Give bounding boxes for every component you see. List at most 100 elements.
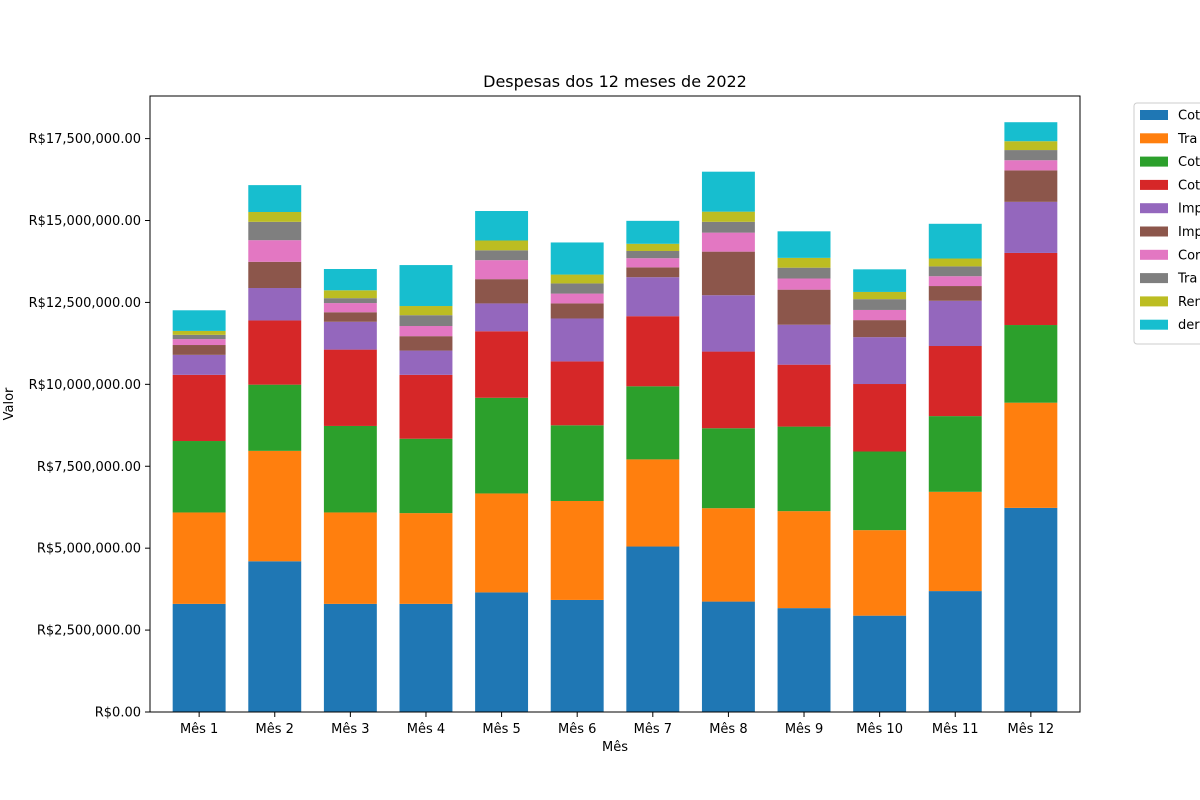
legend-swatch [1140, 319, 1168, 330]
bar-segment [172, 310, 226, 331]
bar-segment [928, 266, 982, 277]
bar-segment [626, 386, 680, 460]
bar-segment [626, 243, 680, 251]
bar-segment [172, 512, 226, 604]
bar-segment [323, 603, 377, 712]
bar-segment [626, 250, 680, 259]
legend-label: Imp [1178, 202, 1200, 217]
bar-segment [1004, 170, 1058, 202]
x-axis: Mês 1 Mês 2 Mês 3 Mês 4 Mês 5 Mês 6 Mês 7 Mês 8… [180, 712, 1054, 737]
bar-segment [475, 303, 529, 332]
bar-segment [701, 171, 755, 212]
bar-segment [853, 291, 907, 300]
bar-segment [475, 493, 529, 593]
legend-label: Cot [1178, 178, 1200, 193]
legend-label: Imp [1178, 225, 1200, 240]
bar-segment [399, 374, 453, 439]
bar-segment [475, 279, 529, 304]
bar-segment [626, 258, 680, 268]
bar-segment [701, 251, 755, 296]
legend-label: Tra [1177, 132, 1197, 147]
x-tick-label: Mês 8 [709, 722, 747, 737]
x-tick-label: Mês 2 [256, 722, 294, 737]
bars-layer [172, 122, 1058, 712]
y-axis-label: Valor [2, 387, 17, 420]
y-tick-label: R$12,500,000.00 [29, 296, 141, 311]
bar-segment [853, 269, 907, 292]
bar-segment [475, 250, 529, 261]
bar-segment [323, 425, 377, 513]
bar-segment [777, 608, 831, 712]
x-tick-label: Mês 7 [634, 722, 672, 737]
legend-swatch [1140, 296, 1168, 307]
bar-segment [323, 290, 377, 299]
legend-swatch [1140, 133, 1168, 144]
bar-segment [323, 349, 377, 426]
y-tick-label: R$17,500,000.00 [29, 132, 141, 147]
y-tick-label: R$2,500,000.00 [37, 624, 141, 639]
y-tick-label: R$10,000,000.00 [29, 378, 141, 393]
bar-segment [853, 451, 907, 531]
legend-swatch [1140, 179, 1168, 190]
bar-segment [853, 309, 907, 321]
bar-segment [475, 331, 529, 398]
bar-segment [248, 288, 302, 321]
bar-segment [701, 221, 755, 233]
bar-segment [248, 221, 302, 241]
bar-segment [399, 438, 453, 514]
legend: Cot Tra Cot Cot Imp Imp Cor Tra Ren der [1133, 102, 1200, 345]
bar-segment [475, 397, 529, 494]
x-tick-label: Mês 11 [932, 722, 979, 737]
legend-label: Cor [1178, 248, 1200, 263]
legend-label: Cot [1178, 155, 1200, 170]
bar-segment [777, 231, 831, 258]
bar-segment [853, 384, 907, 452]
bar-segment [626, 220, 680, 244]
bar-segment [853, 530, 907, 616]
x-tick-label: Mês 12 [1008, 722, 1055, 737]
bar-segment [248, 384, 302, 451]
legend-swatch [1140, 110, 1168, 120]
bar-segment [399, 265, 453, 307]
bar-segment [248, 450, 302, 562]
bar-segment [550, 293, 604, 304]
bar-segment [853, 337, 907, 385]
x-tick-label: Mês 4 [407, 722, 445, 737]
bar-segment [323, 298, 377, 304]
legend-label: der [1178, 318, 1200, 333]
bar-segment [626, 316, 680, 387]
x-tick-label: Mês 1 [180, 722, 218, 737]
y-tick-label: R$0.00 [95, 706, 141, 721]
bar-segment [475, 260, 529, 280]
legend-swatch [1140, 249, 1168, 260]
bar-segment [853, 299, 907, 310]
bar-segment [928, 591, 982, 712]
legend-swatch [1140, 203, 1168, 214]
bar-segment [399, 603, 453, 712]
bar-segment [777, 289, 831, 325]
legend-label: Ren [1178, 295, 1200, 310]
y-tick-label: R$7,500,000.00 [37, 460, 141, 475]
bar-segment [1004, 150, 1058, 161]
bar-segment [172, 441, 226, 513]
bar-segment [550, 599, 604, 712]
bar-segment [172, 603, 226, 712]
y-tick-label: R$5,000,000.00 [37, 542, 141, 557]
bar-segment [777, 267, 831, 279]
bar-segment [777, 278, 831, 290]
bar-segment [172, 339, 226, 346]
bar-segment [1004, 201, 1058, 253]
bar-segment [1004, 325, 1058, 403]
bar-segment [777, 426, 831, 512]
bar-segment [248, 261, 302, 289]
bar-segment [550, 242, 604, 275]
bar-segment [399, 336, 453, 351]
bar-segment [928, 258, 982, 267]
bar-segment [399, 513, 453, 604]
bar-segment [701, 508, 755, 602]
bar-segment [1004, 507, 1058, 712]
bar-segment [550, 283, 604, 294]
bar-segment [928, 300, 982, 347]
bar-segment [626, 267, 680, 278]
